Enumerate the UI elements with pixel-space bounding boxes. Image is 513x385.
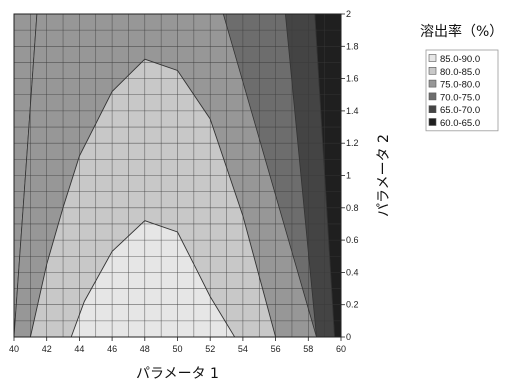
legend-swatch [428,67,437,75]
legend-box [425,49,499,132]
x-tick-label: 58 [303,344,313,354]
y-tick-label: 1.4 [346,106,359,116]
y-tick-label: 0.2 [346,300,359,310]
y-tick-label: 0 [346,332,351,342]
legend-swatch [428,92,437,101]
x-tick-label: 52 [205,344,215,354]
legend-entry-label: 75.0-80.0 [440,80,480,91]
legend-title: 溶出率（%） [420,23,503,40]
x-tick-label: 46 [107,344,117,354]
y-tick-label: 1.6 [346,74,359,84]
x-axis-label: パラメータ 1 [136,366,219,382]
legend: 溶出率（%） 85.0-90.0 80.0-85.0 75.0-80.070.0-7… [420,23,503,132]
y-tick-label: 1.8 [346,41,359,51]
y-tick-label: 2 [346,9,351,19]
legend-entry-label: 85.0-90.0 [440,54,480,65]
x-tick-label: 54 [238,344,248,354]
legend-entry-label: 60.0-65.0 [440,118,480,129]
x-tick-label: 60 [336,344,346,354]
y-tick-label: 0.6 [346,235,359,245]
x-tick-label: 48 [140,344,150,354]
legend-swatch [428,118,437,126]
plot-area [13,13,342,338]
y-axis-label: パラメータ 2 [376,134,392,217]
y-tick-label: 1.2 [346,138,359,148]
legend-entry-label: 80.0-85.0 [440,67,480,78]
x-tick-label: 40 [9,344,19,354]
y-tick-label: 1 [346,171,351,181]
legend-swatch [428,54,437,62]
x-axis-ticks: 40 42 44 46 48 50 52 54 56 58 60 [9,337,346,354]
x-tick-label: 50 [172,344,182,354]
x-tick-label: 42 [42,344,52,354]
y-tick-label: 0.8 [346,203,359,213]
grid-lines [13,13,342,338]
legend-swatch [428,79,437,88]
y-axis-ticks: 0 0.2 0.4 0.6 0.8 1 1.2 1.4 1.6 1.8 2 [341,9,359,342]
legend-swatch [428,105,437,113]
x-tick-label: 44 [74,344,84,354]
legend-entry-label: 70.0-75.0 [440,92,480,103]
y-tick-label: 0.4 [346,267,359,277]
legend-entry-label: 65.0-70.0 [440,105,480,116]
x-tick-label: 56 [271,344,281,354]
